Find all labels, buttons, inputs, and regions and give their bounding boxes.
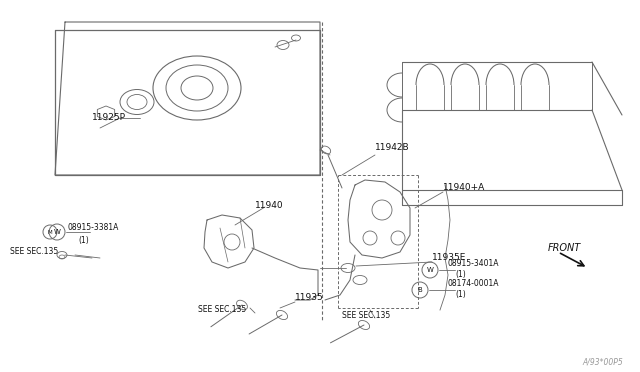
Text: SEE SEC.135: SEE SEC.135 bbox=[198, 305, 246, 314]
Text: (1): (1) bbox=[455, 291, 466, 299]
Text: 11940+A: 11940+A bbox=[443, 183, 485, 192]
Text: (1): (1) bbox=[455, 270, 466, 279]
Text: SEE SEC.135: SEE SEC.135 bbox=[10, 247, 58, 257]
Text: SEE SEC.135: SEE SEC.135 bbox=[342, 311, 390, 320]
Text: 11942B: 11942B bbox=[375, 144, 410, 153]
Text: (1): (1) bbox=[78, 235, 89, 244]
Text: 11935: 11935 bbox=[295, 294, 324, 302]
Text: 08915-3401A: 08915-3401A bbox=[448, 260, 499, 269]
Text: A/93*00P5: A/93*00P5 bbox=[582, 357, 623, 366]
Text: W: W bbox=[54, 229, 60, 235]
Text: 08174-0001A: 08174-0001A bbox=[448, 279, 499, 289]
Text: M: M bbox=[48, 230, 52, 234]
Text: 08915-3381A: 08915-3381A bbox=[68, 224, 120, 232]
Text: 11940: 11940 bbox=[255, 201, 284, 209]
Text: FRONT: FRONT bbox=[548, 243, 581, 253]
Text: 11925P: 11925P bbox=[92, 113, 126, 122]
Text: W: W bbox=[427, 267, 433, 273]
Text: B: B bbox=[418, 287, 422, 293]
Text: 11935E: 11935E bbox=[432, 253, 467, 263]
